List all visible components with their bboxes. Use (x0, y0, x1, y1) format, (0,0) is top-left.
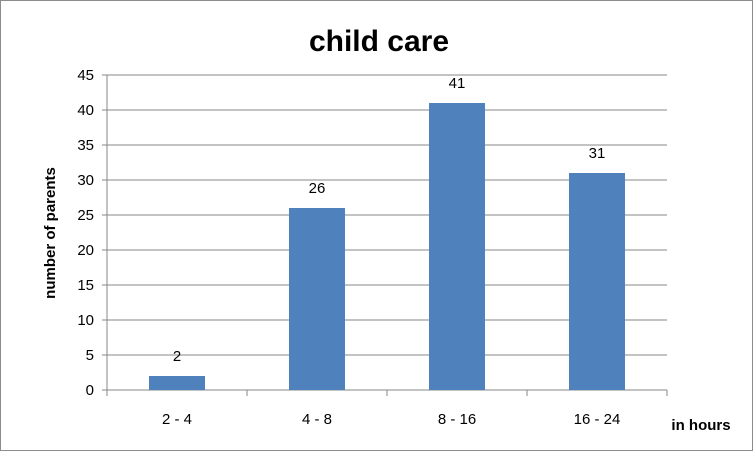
bar (569, 173, 625, 390)
x-tick-label: 16 - 24 (574, 411, 621, 428)
y-axis-label: number of parents (42, 167, 59, 299)
x-tick-label: 4 - 8 (302, 411, 332, 428)
bar (289, 208, 345, 390)
y-tick-label: 5 (86, 347, 94, 364)
y-tick-label: 25 (77, 207, 94, 224)
y-tick-label: 15 (77, 277, 94, 294)
gridlines (107, 74, 667, 356)
y-tick-label: 40 (77, 102, 94, 119)
x-axis-label: in hours (671, 417, 730, 434)
bars (149, 103, 625, 390)
data-label: 2 (173, 348, 181, 365)
tick-labels: 0 5 10 15 20 25 30 35 40 45 2 2 - 4 26 4 - 8 41 8 - 16 3… (77, 67, 620, 428)
x-tick-label: 8 - 16 (438, 411, 476, 428)
bar (149, 376, 205, 390)
data-label: 41 (449, 75, 466, 92)
y-tick-label: 30 (77, 172, 94, 189)
y-tick-label: 45 (77, 67, 94, 84)
y-tick-label: 10 (77, 312, 94, 329)
data-label: 26 (309, 180, 326, 197)
bar (429, 103, 485, 390)
y-tick-label: 20 (77, 242, 94, 259)
y-tick-label: 35 (77, 137, 94, 154)
chart-title: child care (309, 25, 449, 58)
y-tick-label: 0 (86, 382, 94, 399)
x-tick-label: 2 - 4 (162, 411, 192, 428)
data-label: 31 (589, 145, 606, 162)
